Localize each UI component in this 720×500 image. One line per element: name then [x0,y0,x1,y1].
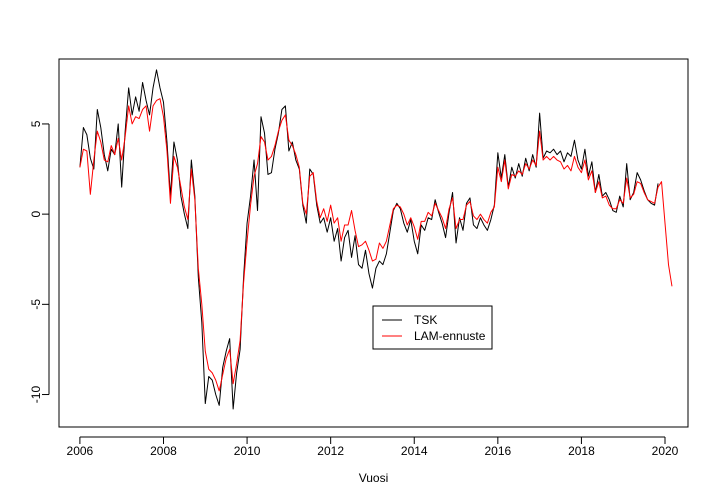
legend: TSK LAM-ennuste [372,305,493,350]
x-tick-label: 2008 [150,444,177,458]
x-axis-label: Vuosi [359,471,389,485]
plot-frame [58,58,689,428]
y-tick-label: 0 [29,210,43,217]
x-tick-label: 2012 [317,444,344,458]
x-tick-label: 2018 [568,444,595,458]
x-tick-label: 2006 [67,444,94,458]
y-tick-label: -10 [29,386,43,404]
legend-entry-label: TSK [414,313,437,327]
y-tick-label: 5 [29,120,43,127]
legend-box [372,305,493,350]
x-tick-label: 2020 [652,444,679,458]
y-axis: -10 -5 0 5 [29,120,50,404]
x-tick-label: 2016 [484,444,511,458]
x-tick-label: 2014 [401,444,428,458]
series-layer [79,69,673,410]
x-axis: 2006 2008 2010 2012 2014 2016 2018 2020 [67,436,679,458]
x-tick-label: 2010 [234,444,261,458]
legend-entry-label: LAM-ennuste [414,329,486,343]
series-line-lam-ennuste [79,98,673,392]
series-line-tsk [79,69,659,410]
y-tick-label: -5 [29,299,43,310]
